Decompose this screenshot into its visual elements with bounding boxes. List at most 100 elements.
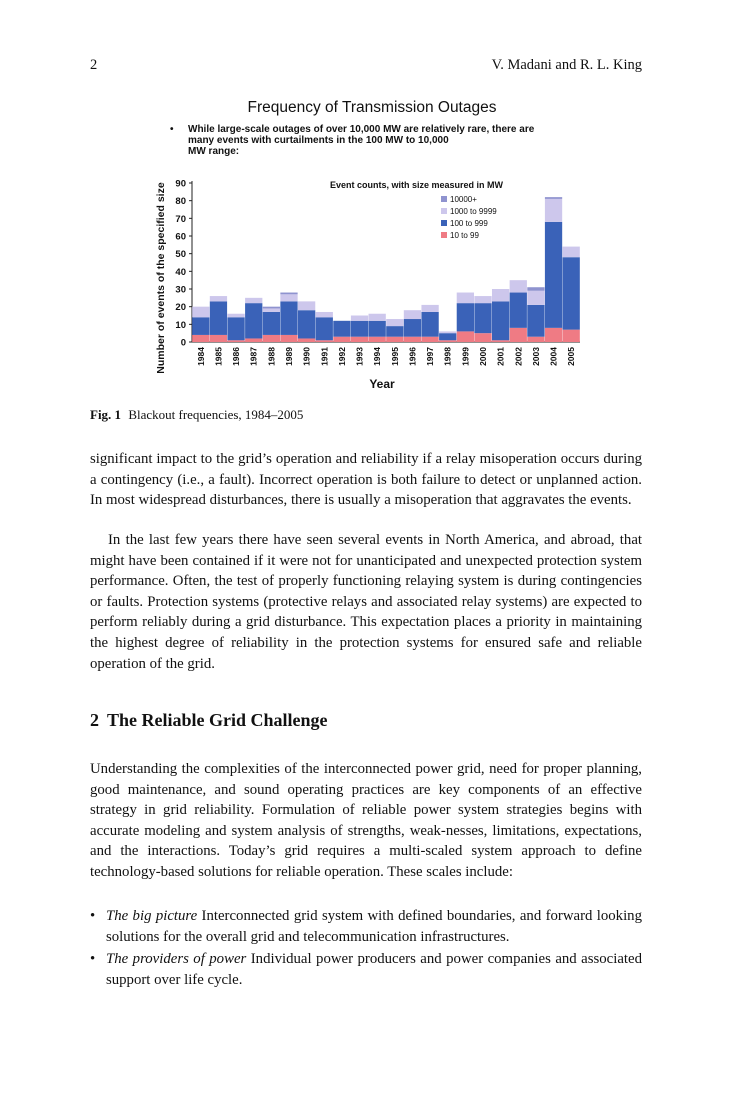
bar-segment <box>527 304 545 337</box>
y-tick-label: 80 <box>175 196 186 207</box>
figure-label: Fig. 1 <box>90 407 122 422</box>
plot-area: 0 10 20 30 40 50 60 70 80 90 1984 1985 1986 1987 1988 1… <box>175 179 580 366</box>
bar-segment <box>562 246 580 258</box>
bar-segment <box>209 301 228 335</box>
bar-segment <box>262 334 280 342</box>
bar-segment <box>474 333 492 342</box>
bar-segment <box>527 287 545 291</box>
x-tick-label: 1989 <box>284 347 294 366</box>
figure-caption: Fig. 1 Blackout frequencies, 1984–2005 <box>90 407 303 423</box>
x-tick-label: 1985 <box>213 347 223 366</box>
bar-segment <box>491 301 510 341</box>
bar-segment <box>544 221 563 328</box>
y-tick-label: 30 <box>175 285 186 296</box>
x-tick-label: 2004 <box>549 347 559 366</box>
chart-subtitle: While large-scale outages of over 10,000… <box>188 124 535 157</box>
bar-segment <box>403 319 422 337</box>
bar-segment <box>439 331 457 334</box>
bar-segment <box>544 198 563 222</box>
bar-segment <box>527 290 545 305</box>
bar-segment <box>386 336 404 342</box>
y-axis-title-text: Number of events of the specified size <box>155 182 167 374</box>
bar-segment <box>544 327 563 342</box>
x-tick-label: 2002 <box>513 347 523 366</box>
bar-segment <box>403 336 422 342</box>
y-tick-label: 0 <box>181 338 186 349</box>
bar-segment <box>350 315 369 321</box>
x-tick-label: 1993 <box>355 347 365 366</box>
bar-segment <box>192 334 210 342</box>
x-tick-label: 1996 <box>407 347 417 366</box>
bar-segment <box>333 336 351 342</box>
bar-segment <box>350 320 369 337</box>
bar-segment <box>315 317 333 341</box>
bar-segment <box>192 306 210 318</box>
bar-segment <box>439 340 457 342</box>
bar-segment <box>280 301 298 335</box>
running-authors: V. Madani and R. L. King <box>491 57 642 73</box>
bullet-marker: • <box>90 908 96 924</box>
y-tick-label: 60 <box>175 232 186 243</box>
bullet-item: • The providers of power Individual power… <box>90 949 642 990</box>
section-title: The Reliable Grid Challenge <box>107 710 328 730</box>
x-tick-label: 1995 <box>390 347 400 366</box>
bar-segment <box>368 320 386 337</box>
x-tick-label: 1984 <box>196 347 206 366</box>
bar-segment <box>491 340 510 342</box>
x-tick-label: 1999 <box>460 347 470 366</box>
bar-segment <box>350 336 369 342</box>
bar-segment <box>245 297 263 304</box>
page-number: 2 <box>90 57 98 73</box>
section-heading: 2 The Reliable Grid Challenge <box>90 710 328 731</box>
chart-bullet-marker: • <box>170 124 174 135</box>
bar-segment <box>421 311 439 337</box>
bar-segment <box>439 333 457 341</box>
legend-swatch <box>441 208 447 214</box>
x-tick-label: 1992 <box>337 347 347 366</box>
outage-frequency-chart: Frequency of Transmission Outages • Whil… <box>155 99 580 391</box>
x-axis-label: Year <box>369 377 395 391</box>
x-tick-label: 2001 <box>496 347 506 366</box>
bar-segment <box>297 310 316 339</box>
bar-segment <box>227 340 245 342</box>
bar-segment <box>262 311 280 335</box>
bullet-term: The providers of power <box>106 951 247 968</box>
bar-segment <box>333 320 351 337</box>
bar-segment <box>403 310 422 320</box>
legend-entry: 1000 to 9999 <box>450 207 497 216</box>
legend-swatch <box>441 220 447 226</box>
x-tick-label: 2003 <box>531 347 541 366</box>
legend-title: Event counts, with size measured in MW <box>330 180 504 190</box>
bar-segment <box>527 336 545 342</box>
bar-segment <box>280 294 298 302</box>
bar-segment <box>474 296 492 304</box>
paragraph-1: significant impact to the grid’s operati… <box>90 451 642 509</box>
x-tick-label: 2005 <box>566 347 576 366</box>
paragraph-3: Understanding the complexities of the in… <box>90 761 642 880</box>
section-number: 2 <box>90 710 99 730</box>
bar-segment <box>474 303 492 334</box>
chart-title: Frequency of Transmission Outages <box>248 99 497 116</box>
bar-segment <box>315 311 333 318</box>
bullet-text: Interconnected grid system with defined … <box>106 908 642 945</box>
running-header: 2 V. Madani and R. L. King <box>90 57 642 77</box>
bar-segment <box>368 313 386 321</box>
bar-segment <box>456 292 474 304</box>
x-tick-label: 2000 <box>478 347 488 366</box>
bar-segment <box>297 338 316 342</box>
bar-segment <box>245 338 263 342</box>
bar-segment <box>262 308 280 312</box>
bar-segment <box>544 197 563 199</box>
x-tick-label: 1998 <box>443 347 453 366</box>
bar-segment <box>280 334 298 342</box>
bar-segment <box>421 304 439 312</box>
legend-entry: 10 to 99 <box>450 231 479 240</box>
figure-caption-text: Blackout frequencies, 1984–2005 <box>128 407 304 422</box>
bar-segment <box>509 327 527 342</box>
x-tick-label: 1991 <box>319 347 329 366</box>
bar-segment <box>386 319 404 327</box>
x-tick-label: 1994 <box>372 347 382 366</box>
y-tick-label: 10 <box>175 320 186 331</box>
x-tick-label: 1987 <box>249 347 259 366</box>
y-tick-label: 20 <box>175 302 186 313</box>
